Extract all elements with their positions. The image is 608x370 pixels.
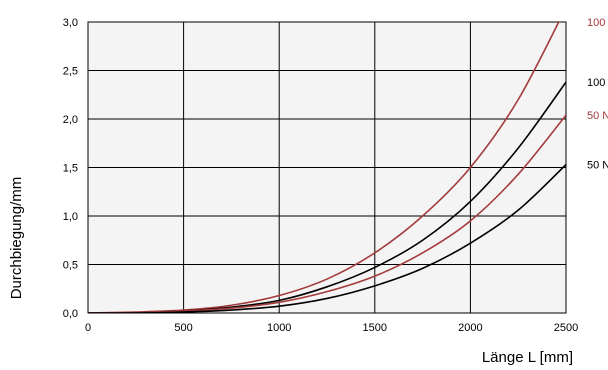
y-tick-label: 2,5 xyxy=(63,66,78,78)
x-tick-label: 2500 xyxy=(554,322,578,334)
series-label: 50 N xyxy=(587,160,608,172)
x-tick-label: 2000 xyxy=(458,322,482,334)
tick-labels: 0 500 1000 1500 2000 2500 0,0 0,5 1,0 1,5 2,0 2,5 3,… xyxy=(63,17,579,334)
y-tick-label: 0,0 xyxy=(63,308,78,320)
series-labels: 100 N 100 N 50 N 50 N xyxy=(587,17,608,172)
series-label: 50 N xyxy=(587,110,608,122)
x-tick-label: 1500 xyxy=(363,322,387,334)
y-tick-label: 1,0 xyxy=(63,211,78,223)
x-tick-label: 500 xyxy=(174,322,192,334)
series-line xyxy=(88,22,560,313)
y-tick-label: 0,5 xyxy=(63,260,78,272)
grid xyxy=(88,22,566,313)
y-tick-label: 1,5 xyxy=(63,163,78,175)
series-line xyxy=(88,164,566,313)
x-tick-label: 1000 xyxy=(267,322,291,334)
y-tick-label: 3,0 xyxy=(63,17,78,29)
x-tick-label: 0 xyxy=(85,322,91,334)
series-label: 100 N xyxy=(587,77,608,89)
y-tick-label: 2,0 xyxy=(63,114,78,126)
series-lines xyxy=(88,22,566,313)
x-axis-title: Länge L [mm] xyxy=(482,349,573,366)
series-label: 100 N xyxy=(587,17,608,29)
y-axis-title: Durchbiegung/mm xyxy=(8,177,25,300)
